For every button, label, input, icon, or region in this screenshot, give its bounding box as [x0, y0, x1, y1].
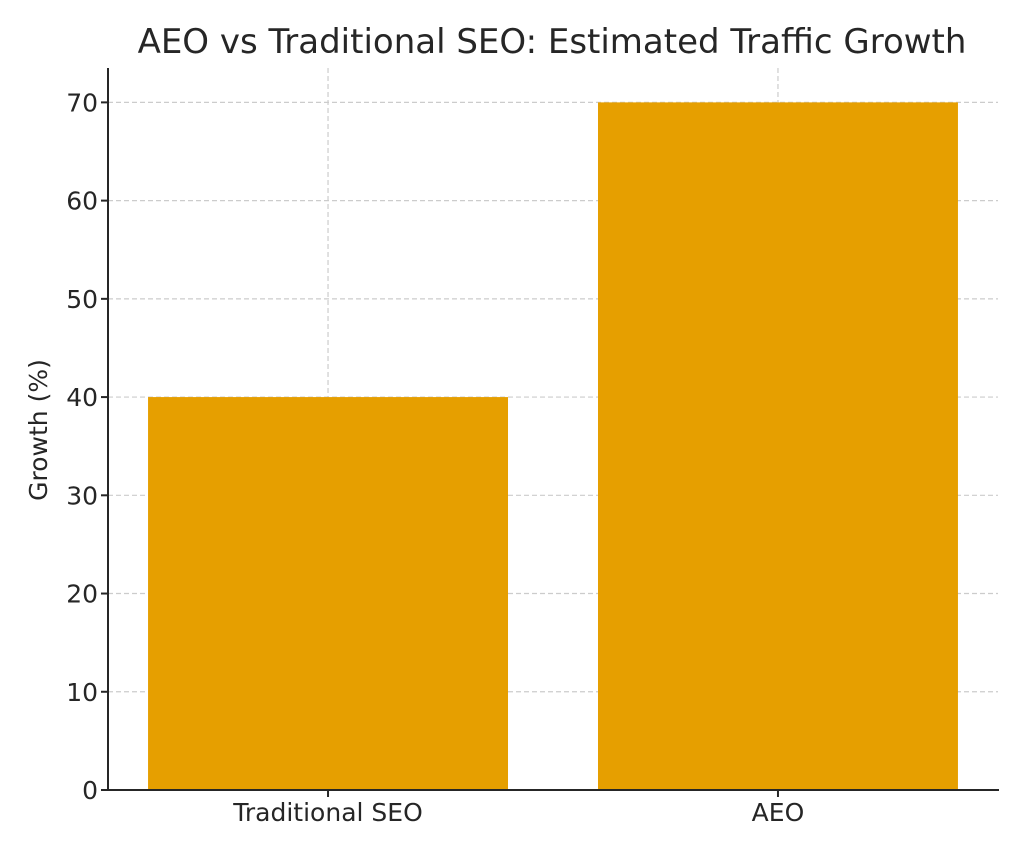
x-axis-ticks: Traditional SEO AEO: [232, 790, 804, 827]
bar-aeo: [597, 102, 958, 790]
y-axis-ticks: 0 10 20 30 40 50 60 70: [66, 88, 108, 805]
y-tick-label: 40: [66, 383, 98, 412]
y-tick-label: 20: [66, 580, 98, 609]
x-tick-label: Traditional SEO: [232, 798, 422, 827]
y-tick-label: 0: [82, 776, 98, 805]
chart-title: AEO vs Traditional SEO: Estimated Traffi…: [138, 22, 967, 62]
y-tick-label: 10: [66, 678, 98, 707]
bar-traditional-seo: [148, 397, 509, 790]
y-tick-label: 60: [66, 187, 98, 216]
y-tick-label: 50: [66, 285, 98, 314]
y-tick-label: 70: [66, 88, 98, 117]
y-tick-label: 30: [66, 481, 98, 510]
bars: [148, 102, 958, 790]
x-tick-label: AEO: [752, 798, 805, 827]
y-axis-label: Growth (%): [24, 359, 53, 501]
